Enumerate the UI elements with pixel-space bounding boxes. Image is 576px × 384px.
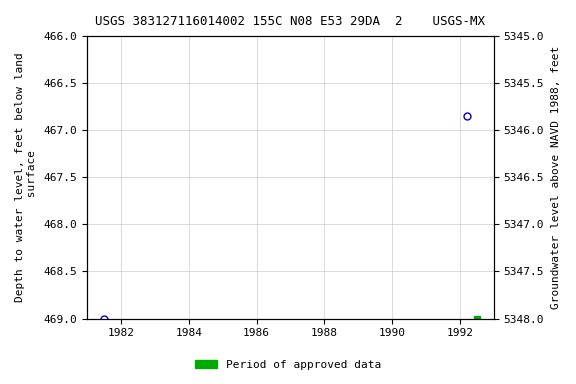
Y-axis label: Groundwater level above NAVD 1988, feet: Groundwater level above NAVD 1988, feet: [551, 46, 561, 309]
Legend: Period of approved data: Period of approved data: [191, 356, 385, 375]
Title: USGS 383127116014002 155C N08 E53 29DA  2    USGS-MX: USGS 383127116014002 155C N08 E53 29DA 2…: [96, 15, 486, 28]
Y-axis label: Depth to water level, feet below land
 surface: Depth to water level, feet below land su…: [15, 53, 37, 302]
